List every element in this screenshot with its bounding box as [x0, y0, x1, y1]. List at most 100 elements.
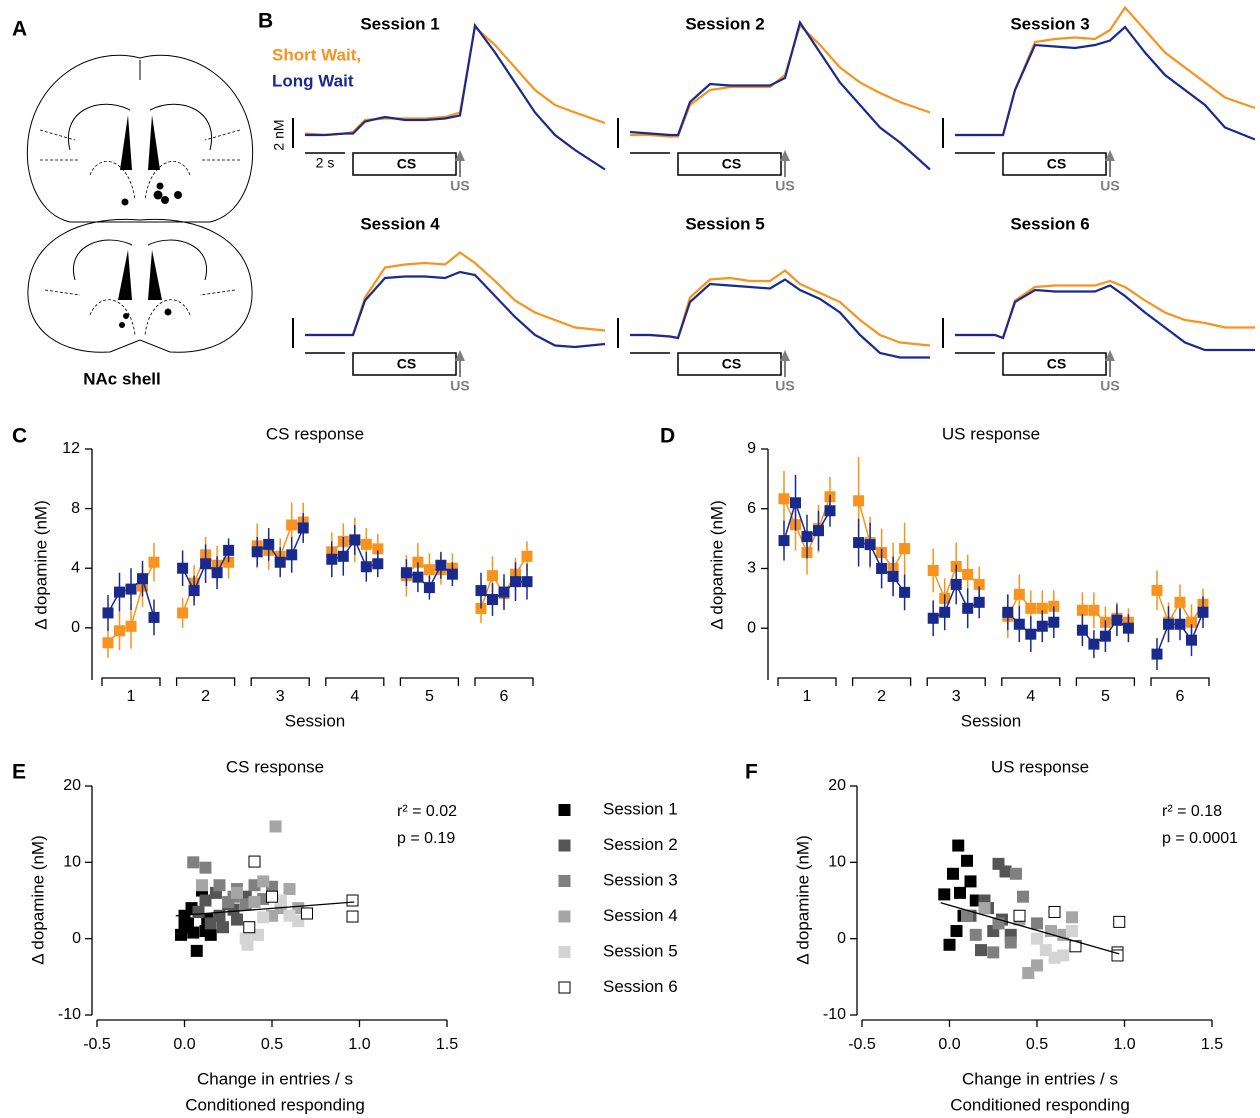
us-arrowhead — [1105, 150, 1115, 161]
data-point — [231, 913, 243, 926]
data-point — [1111, 949, 1124, 962]
fit-line — [175, 901, 355, 917]
data-point — [975, 944, 987, 957]
session-bracket — [175, 677, 236, 686]
session-bracket — [399, 677, 460, 686]
data-point — [283, 883, 296, 896]
data-point — [487, 570, 498, 582]
data-point — [137, 573, 148, 585]
data-point — [853, 495, 865, 507]
chart-title: US response — [991, 757, 1089, 776]
data-point — [360, 538, 372, 550]
y-tick-label: 20 — [828, 777, 846, 794]
data-point — [1151, 648, 1163, 660]
data-point — [177, 607, 189, 619]
diagram-label: NAc shell — [83, 369, 160, 388]
session-bracket — [1075, 677, 1136, 686]
y-tick-label: 10 — [828, 854, 846, 871]
scale-label-x: 2 s — [316, 155, 335, 171]
data-point — [1039, 944, 1052, 957]
data-point — [1066, 911, 1078, 924]
data-point — [813, 525, 824, 537]
trace-line — [629, 19, 931, 171]
session-bracket — [325, 677, 385, 686]
cs-box — [352, 152, 457, 176]
data-point — [778, 493, 790, 505]
x-tick-label: 2 — [877, 688, 886, 705]
x-tick-label: 5 — [1101, 688, 1110, 705]
x-axis-label: Change in entries / s — [962, 1069, 1118, 1088]
panel-label: C — [12, 425, 27, 448]
us-label: US — [775, 378, 794, 394]
data-point — [372, 558, 384, 570]
data-point — [1048, 616, 1060, 628]
data-point — [927, 612, 939, 624]
x-axis-label: Conditioned responding — [185, 1095, 365, 1114]
data-point — [204, 917, 217, 930]
x-tick-label: 0.0 — [938, 1036, 960, 1053]
x-tick-label: 3 — [276, 688, 285, 705]
data-point — [286, 519, 298, 531]
data-point — [349, 534, 361, 546]
session-title: Session 2 — [685, 14, 764, 33]
panel-label: E — [12, 761, 26, 784]
data-point — [346, 894, 359, 907]
x-tick-label: -0.5 — [848, 1036, 876, 1053]
data-point — [148, 556, 160, 568]
cs-box — [677, 152, 782, 176]
us-label: US — [1100, 178, 1119, 194]
x-tick-label: 0.5 — [1026, 1036, 1048, 1053]
data-point — [864, 539, 876, 551]
cs-label: CS — [722, 156, 741, 172]
y-tick-label: 10 — [63, 854, 81, 871]
stat-label: p = 0.0001 — [1162, 830, 1238, 847]
x-axis-label: Session — [961, 711, 1021, 730]
y-tick-label: 20 — [63, 777, 81, 794]
legend-label: Session 2 — [603, 835, 678, 854]
data-point — [1174, 596, 1186, 608]
data-point — [274, 556, 286, 568]
data-point — [1013, 618, 1025, 630]
x-tick-label: 6 — [500, 688, 509, 705]
data-point — [1197, 606, 1209, 618]
x-axis-label: Conditioned responding — [950, 1095, 1130, 1114]
data-point — [1013, 909, 1026, 922]
trace-line — [630, 23, 931, 138]
legend-swatch — [558, 875, 571, 887]
legend-label: Short Wait, — [272, 45, 361, 64]
y-axis-label: Δ dopamine (nM) — [707, 500, 726, 629]
data-point — [337, 550, 349, 562]
session-bracket — [474, 677, 534, 686]
cs-box — [1002, 152, 1107, 176]
data-point — [954, 886, 966, 899]
data-point — [231, 886, 243, 899]
legend-swatch — [558, 946, 571, 958]
brain-diagram: NAc shell — [26, 54, 254, 388]
cs-label: CS — [722, 356, 741, 372]
x-tick-label: 5 — [425, 688, 434, 705]
us-label: US — [450, 378, 469, 394]
x-axis-label: Session — [285, 711, 345, 730]
data-point — [187, 926, 200, 939]
data-point — [1002, 606, 1014, 618]
y-tick-label: 8 — [71, 500, 80, 517]
data-point — [1048, 905, 1061, 918]
data-point — [1031, 959, 1043, 972]
data-point — [1031, 932, 1043, 945]
x-tick-label: 6 — [1176, 688, 1185, 705]
data-point — [1057, 949, 1070, 962]
trace-line — [955, 284, 1255, 352]
data-point — [435, 559, 447, 571]
trace-line — [305, 251, 606, 337]
data-point — [1111, 614, 1123, 626]
data-point — [297, 522, 309, 534]
data-point — [969, 928, 982, 941]
data-point — [286, 549, 298, 561]
data-point — [190, 944, 203, 957]
data-point — [1076, 624, 1088, 636]
data-point — [521, 576, 533, 588]
data-point — [938, 888, 951, 901]
data-point — [125, 620, 137, 632]
data-point — [204, 928, 217, 941]
data-point — [1022, 967, 1035, 980]
